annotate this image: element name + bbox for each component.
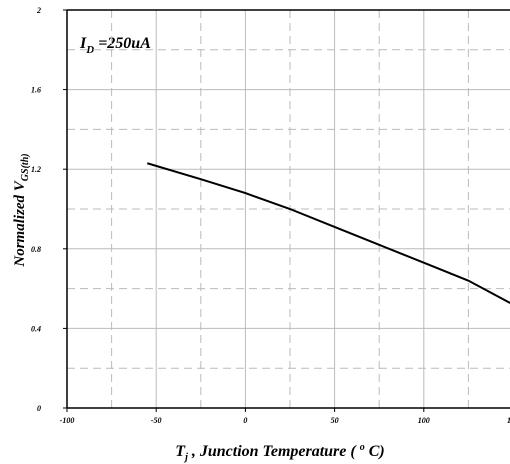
x-tick-label: 100 xyxy=(418,416,430,425)
y-label-sub: GS(th) xyxy=(20,153,31,181)
x-tick-label: 50 xyxy=(331,416,339,425)
x-axis-label: Tj , Junction Temperature ( o C) xyxy=(175,442,384,463)
x-tick-label: -100 xyxy=(60,416,75,425)
y-axis-label: Normalized VGS(th) xyxy=(12,153,31,267)
annotation-rest: =250uA xyxy=(94,35,151,52)
y-tick-label: 1.2 xyxy=(31,165,41,174)
x-label-main: T xyxy=(175,443,186,460)
y-tick-label: 2 xyxy=(36,6,41,15)
y-tick-label: 0.8 xyxy=(31,245,41,254)
y-tick-label: 0.4 xyxy=(31,324,41,333)
annotation: ID =250uA xyxy=(79,35,151,56)
x-tick-label: -50 xyxy=(151,416,162,425)
y-label-main: Normalized V xyxy=(12,179,28,267)
x-tick-label: 150 xyxy=(507,416,510,425)
annotation-main: I xyxy=(79,35,87,52)
x-label-sub: j xyxy=(183,452,188,463)
x-tick-label: 0 xyxy=(243,416,247,425)
y-tick-label: 0 xyxy=(37,404,41,413)
x-label-end: C) xyxy=(365,443,385,460)
annotation-sub: D xyxy=(85,44,94,56)
data-line xyxy=(146,162,510,305)
x-label-sup: o xyxy=(360,442,365,453)
y-tick-label: 1.6 xyxy=(31,86,41,95)
x-label-mid: , Junction Temperature ( xyxy=(188,443,360,460)
